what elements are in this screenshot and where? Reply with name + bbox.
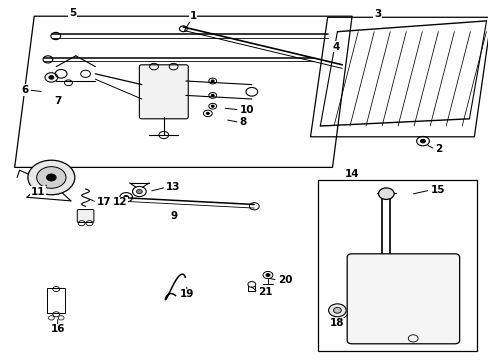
Circle shape <box>211 80 214 82</box>
Text: 21: 21 <box>258 287 272 297</box>
Text: 17: 17 <box>97 197 111 207</box>
FancyBboxPatch shape <box>77 210 94 222</box>
Text: 2: 2 <box>434 144 442 154</box>
Text: 19: 19 <box>179 289 194 300</box>
Text: 15: 15 <box>429 185 444 195</box>
Text: 1: 1 <box>189 11 196 21</box>
Circle shape <box>136 189 142 194</box>
Circle shape <box>211 94 214 96</box>
Circle shape <box>333 307 341 313</box>
Circle shape <box>265 274 269 276</box>
Circle shape <box>206 112 209 114</box>
Bar <box>317 180 476 351</box>
Circle shape <box>46 174 56 181</box>
Text: 20: 20 <box>277 275 292 285</box>
FancyBboxPatch shape <box>346 254 459 344</box>
Text: 12: 12 <box>112 197 127 207</box>
Text: 14: 14 <box>344 168 359 179</box>
Circle shape <box>37 167 66 188</box>
Text: 5: 5 <box>69 8 76 18</box>
Circle shape <box>123 195 128 199</box>
FancyBboxPatch shape <box>139 65 188 119</box>
Circle shape <box>211 105 214 107</box>
Circle shape <box>328 304 346 317</box>
Text: 18: 18 <box>329 318 344 328</box>
Text: 11: 11 <box>31 186 45 197</box>
Circle shape <box>378 188 393 199</box>
Circle shape <box>420 139 425 143</box>
Text: 8: 8 <box>239 117 246 127</box>
Text: 4: 4 <box>332 42 339 52</box>
Text: 6: 6 <box>21 85 28 95</box>
Text: 16: 16 <box>50 324 65 334</box>
Circle shape <box>28 160 75 195</box>
Text: 9: 9 <box>170 211 177 221</box>
Text: 3: 3 <box>373 9 380 19</box>
Circle shape <box>49 76 54 79</box>
Text: 7: 7 <box>54 96 61 106</box>
Bar <box>47 288 65 313</box>
Text: 13: 13 <box>166 182 181 192</box>
Text: 10: 10 <box>239 105 254 115</box>
